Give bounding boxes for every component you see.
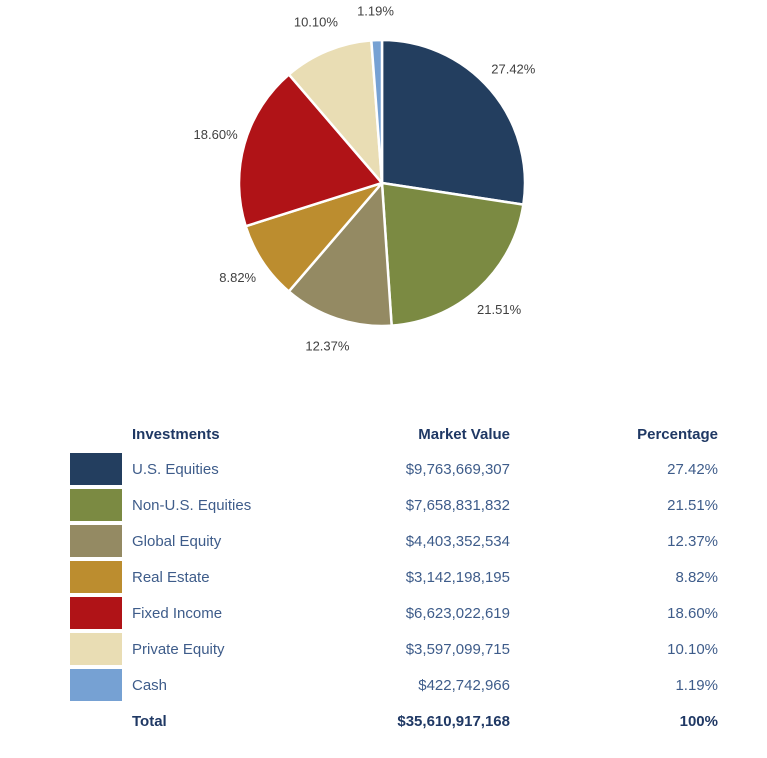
table-row: Real Estate $3,142,198,195 8.82% xyxy=(70,559,718,595)
row-percentage: 27.42% xyxy=(667,460,718,478)
row-percentage: 21.51% xyxy=(667,496,718,514)
header-market-value: Market Value xyxy=(418,425,510,443)
pie-slice-non-u-s-equities xyxy=(380,181,525,327)
table-row: Cash $422,742,966 1.19% xyxy=(70,667,718,703)
table-header-row: Investments Market Value Percentage xyxy=(70,417,718,451)
row-investment-label: U.S. Equities xyxy=(132,460,219,478)
row-percentage: 12.37% xyxy=(667,532,718,550)
total-market-value: $35,610,917,168 xyxy=(397,712,510,730)
row-percentage: 18.60% xyxy=(667,604,718,622)
row-percentage: 1.19% xyxy=(675,676,718,694)
pie-label: 18.60% xyxy=(194,127,239,142)
header-percentage: Percentage xyxy=(637,425,718,443)
pie-slice-global-equity xyxy=(287,181,393,328)
pie-label: 10.10% xyxy=(294,15,339,30)
header-investments: Investments xyxy=(132,425,220,443)
row-percentage: 10.10% xyxy=(667,640,718,658)
total-percentage: 100% xyxy=(679,712,718,730)
row-market-value: $3,597,099,715 xyxy=(405,640,510,658)
pie-chart: 27.42% 21.51% 12.37% 8.82% 18.60% 10.10% 1.19% xyxy=(194,3,536,354)
total-label: Total xyxy=(132,712,167,730)
row-percentage: 8.82% xyxy=(675,568,718,586)
row-investment-label: Cash xyxy=(132,676,168,694)
row-market-value: $4,403,352,534 xyxy=(405,532,510,550)
table-row: Non-U.S. Equities $7,658,831,832 21.51% xyxy=(70,487,718,523)
table-row: Fixed Income $6,623,022,619 18.60% xyxy=(70,595,718,631)
row-investment-label: Non-U.S. Equities xyxy=(132,496,252,514)
pie-label: 1.19% xyxy=(357,3,394,18)
row-market-value: $9,763,669,307 xyxy=(405,460,510,478)
pie-label: 12.37% xyxy=(305,339,350,354)
row-investment-label: Global Equity xyxy=(132,532,222,550)
pie-slice-cash xyxy=(370,38,384,185)
row-color-swatch xyxy=(70,669,122,701)
table-body: U.S. Equities $9,763,669,307 27.42% Non-… xyxy=(70,451,718,703)
row-color-swatch xyxy=(70,633,122,665)
row-market-value: $3,142,198,195 xyxy=(405,568,510,586)
row-color-swatch xyxy=(70,561,122,593)
pie-slice-private-equity xyxy=(287,39,384,185)
table-row: Global Equity $4,403,352,534 12.37% xyxy=(70,523,718,559)
pie-slice-fixed-income xyxy=(237,73,384,228)
pie-label: 8.82% xyxy=(219,270,256,285)
row-investment-label: Real Estate xyxy=(132,568,210,586)
row-market-value: $6,623,022,619 xyxy=(405,604,510,622)
row-market-value: $7,658,831,832 xyxy=(405,496,510,514)
pie-label: 27.42% xyxy=(491,62,536,77)
row-color-swatch xyxy=(70,489,122,521)
pie-slice-u-s-equities xyxy=(380,38,527,206)
row-color-swatch xyxy=(70,525,122,557)
investments-table: Investments Market Value Percentage U.S.… xyxy=(70,417,718,739)
row-color-swatch xyxy=(70,597,122,629)
row-color-swatch xyxy=(70,453,122,485)
row-investment-label: Fixed Income xyxy=(132,604,223,622)
table-total-row: Total $35,610,917,168 100% xyxy=(70,703,718,739)
pie-chart-area: 27.42% 21.51% 12.37% 8.82% 18.60% 10.10% 1.19% xyxy=(194,3,536,354)
pie-label: 21.51% xyxy=(477,302,522,317)
table-row: U.S. Equities $9,763,669,307 27.42% xyxy=(70,451,718,487)
row-investment-label: Private Equity xyxy=(132,640,225,658)
table-row: Private Equity $3,597,099,715 10.10% xyxy=(70,631,718,667)
row-market-value: $422,742,966 xyxy=(418,676,510,694)
